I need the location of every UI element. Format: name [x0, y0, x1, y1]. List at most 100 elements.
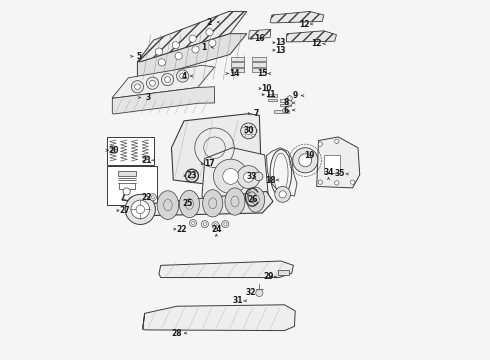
Text: 14: 14: [229, 69, 240, 78]
Circle shape: [318, 142, 322, 146]
Circle shape: [244, 172, 254, 182]
Text: 22: 22: [141, 193, 151, 202]
Text: 6: 6: [284, 105, 289, 114]
Text: 20: 20: [109, 146, 120, 155]
Bar: [231, 57, 245, 61]
Polygon shape: [112, 65, 215, 98]
Bar: [252, 68, 266, 72]
Bar: [280, 104, 291, 106]
Circle shape: [175, 52, 182, 59]
Circle shape: [214, 159, 248, 194]
Circle shape: [192, 46, 199, 53]
Polygon shape: [137, 12, 247, 62]
Text: 32: 32: [245, 288, 256, 297]
Text: 25: 25: [182, 199, 193, 208]
Circle shape: [243, 134, 245, 137]
Circle shape: [203, 223, 206, 226]
Circle shape: [176, 70, 189, 82]
Circle shape: [252, 125, 255, 128]
Bar: [231, 62, 245, 67]
Circle shape: [224, 223, 227, 226]
Circle shape: [131, 81, 144, 93]
Text: 8: 8: [284, 98, 289, 107]
Bar: [107, 166, 157, 205]
Polygon shape: [159, 261, 294, 278]
Text: 27: 27: [120, 206, 130, 215]
Text: 17: 17: [204, 159, 215, 168]
Circle shape: [123, 188, 130, 195]
Circle shape: [206, 29, 213, 36]
Text: 10: 10: [261, 84, 272, 93]
Text: 11: 11: [265, 90, 275, 99]
Bar: [231, 68, 245, 72]
Text: 35: 35: [334, 170, 344, 179]
Circle shape: [161, 73, 173, 86]
Circle shape: [254, 172, 263, 181]
Bar: [280, 99, 291, 102]
Circle shape: [221, 221, 229, 228]
Circle shape: [237, 166, 260, 189]
Text: 34: 34: [323, 168, 334, 177]
Circle shape: [158, 59, 166, 66]
Polygon shape: [143, 305, 295, 330]
Circle shape: [190, 220, 196, 226]
Polygon shape: [136, 192, 273, 216]
Text: 4: 4: [181, 72, 187, 81]
Circle shape: [252, 134, 255, 137]
Polygon shape: [137, 34, 247, 80]
Text: 12: 12: [299, 19, 309, 28]
Polygon shape: [202, 148, 269, 204]
Text: 18: 18: [265, 176, 275, 185]
Polygon shape: [118, 171, 136, 176]
Text: 31: 31: [233, 296, 243, 305]
Bar: [269, 94, 277, 97]
Circle shape: [256, 289, 263, 297]
Circle shape: [135, 84, 140, 90]
Circle shape: [165, 77, 171, 82]
Bar: [107, 136, 153, 165]
Bar: [252, 57, 266, 61]
Circle shape: [243, 125, 245, 128]
Circle shape: [293, 148, 318, 173]
Bar: [324, 155, 340, 173]
Text: 13: 13: [275, 38, 286, 47]
Circle shape: [151, 196, 154, 199]
Circle shape: [189, 35, 196, 42]
Circle shape: [149, 194, 156, 201]
Circle shape: [318, 180, 322, 184]
Text: 5: 5: [137, 52, 142, 61]
Ellipse shape: [247, 187, 265, 212]
Circle shape: [275, 186, 291, 202]
Text: 13: 13: [275, 46, 286, 55]
Circle shape: [149, 80, 155, 86]
Text: 22: 22: [176, 225, 187, 234]
Text: 30: 30: [244, 126, 254, 135]
Polygon shape: [248, 30, 271, 39]
Ellipse shape: [179, 190, 199, 218]
Text: 28: 28: [172, 329, 182, 338]
Text: 29: 29: [263, 272, 273, 281]
Polygon shape: [286, 31, 337, 42]
Bar: [278, 270, 289, 275]
Text: 2: 2: [206, 18, 212, 27]
Circle shape: [287, 100, 293, 105]
Bar: [252, 62, 266, 67]
Circle shape: [128, 197, 138, 207]
Circle shape: [147, 77, 159, 89]
Circle shape: [155, 48, 163, 55]
Text: 3: 3: [146, 93, 151, 102]
Circle shape: [245, 127, 252, 134]
Circle shape: [172, 41, 179, 49]
Circle shape: [131, 200, 149, 219]
Circle shape: [212, 222, 219, 229]
Text: 16: 16: [254, 34, 265, 43]
Circle shape: [201, 221, 208, 228]
Text: 7: 7: [253, 109, 258, 118]
Text: 21: 21: [141, 156, 151, 165]
Text: 26: 26: [247, 194, 257, 203]
Circle shape: [241, 123, 256, 139]
Circle shape: [287, 96, 293, 101]
Circle shape: [279, 191, 286, 198]
Polygon shape: [172, 114, 261, 188]
Circle shape: [299, 154, 312, 167]
